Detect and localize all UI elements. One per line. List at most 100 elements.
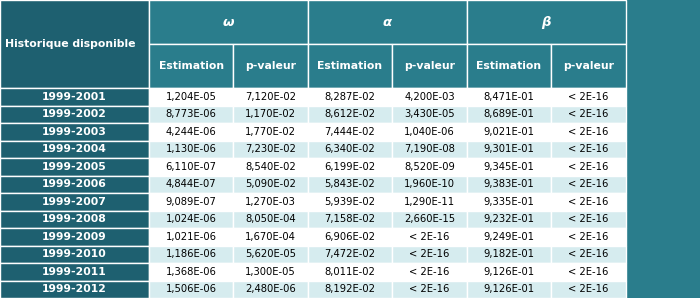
Bar bbox=[149, 88, 233, 106]
Bar bbox=[467, 228, 551, 246]
Text: 6,199E-02: 6,199E-02 bbox=[324, 162, 376, 172]
Text: 9,301E-01: 9,301E-01 bbox=[484, 145, 534, 154]
Bar bbox=[233, 88, 308, 106]
Text: 9,383E-01: 9,383E-01 bbox=[484, 179, 534, 189]
Bar bbox=[308, 228, 392, 246]
Bar bbox=[233, 211, 308, 228]
Text: 8,287E-02: 8,287E-02 bbox=[325, 92, 375, 102]
Text: < 2E-16: < 2E-16 bbox=[410, 284, 449, 294]
Bar bbox=[551, 106, 626, 123]
Bar bbox=[467, 88, 551, 106]
Bar bbox=[392, 263, 467, 280]
Bar bbox=[233, 106, 308, 123]
Bar bbox=[149, 176, 233, 193]
Text: 3,430E-05: 3,430E-05 bbox=[404, 109, 455, 119]
Bar bbox=[233, 44, 308, 88]
Text: 1,204E-05: 1,204E-05 bbox=[166, 92, 216, 102]
Bar bbox=[551, 228, 626, 246]
Bar bbox=[0, 88, 149, 106]
Bar bbox=[149, 141, 233, 158]
Text: 8,520E-09: 8,520E-09 bbox=[404, 162, 455, 172]
Bar bbox=[392, 44, 467, 88]
Text: < 2E-16: < 2E-16 bbox=[568, 267, 608, 277]
Text: 8,050E-04: 8,050E-04 bbox=[245, 214, 296, 224]
Text: 8,192E-02: 8,192E-02 bbox=[325, 284, 375, 294]
Bar bbox=[467, 123, 551, 141]
Bar bbox=[308, 0, 467, 44]
Text: Estimation: Estimation bbox=[476, 61, 542, 71]
Text: 5,620E-05: 5,620E-05 bbox=[245, 249, 296, 259]
Bar bbox=[0, 211, 149, 228]
Bar bbox=[551, 158, 626, 176]
Text: 9,182E-01: 9,182E-01 bbox=[484, 249, 534, 259]
Text: 1,506E-06: 1,506E-06 bbox=[166, 284, 216, 294]
Bar bbox=[0, 263, 149, 280]
Bar bbox=[392, 106, 467, 123]
Text: 6,906E-02: 6,906E-02 bbox=[325, 232, 375, 242]
Text: ω: ω bbox=[223, 15, 234, 29]
Text: 1999-2004: 1999-2004 bbox=[42, 145, 107, 154]
Bar bbox=[149, 263, 233, 280]
Bar bbox=[308, 141, 392, 158]
Text: 6,110E-07: 6,110E-07 bbox=[166, 162, 216, 172]
Bar bbox=[0, 106, 149, 123]
Bar bbox=[467, 246, 551, 263]
Text: 2,660E-15: 2,660E-15 bbox=[404, 214, 455, 224]
Text: 7,158E-02: 7,158E-02 bbox=[325, 214, 375, 224]
Text: < 2E-16: < 2E-16 bbox=[410, 267, 449, 277]
Bar bbox=[467, 0, 626, 44]
Bar bbox=[551, 193, 626, 211]
Bar bbox=[233, 280, 308, 298]
Text: 1,290E-11: 1,290E-11 bbox=[404, 197, 455, 207]
Bar bbox=[392, 141, 467, 158]
Text: 8,773E-06: 8,773E-06 bbox=[166, 109, 216, 119]
Text: 4,200E-03: 4,200E-03 bbox=[404, 92, 455, 102]
Bar bbox=[467, 263, 551, 280]
Text: β: β bbox=[542, 15, 551, 29]
Text: 7,120E-02: 7,120E-02 bbox=[245, 92, 296, 102]
Bar bbox=[233, 193, 308, 211]
Text: 8,689E-01: 8,689E-01 bbox=[484, 109, 534, 119]
Bar bbox=[0, 228, 149, 246]
Text: 1999-2011: 1999-2011 bbox=[42, 267, 107, 277]
Bar bbox=[0, 176, 149, 193]
Text: 1,024E-06: 1,024E-06 bbox=[166, 214, 216, 224]
Bar bbox=[467, 141, 551, 158]
Text: < 2E-16: < 2E-16 bbox=[568, 284, 608, 294]
Text: 1999-2001: 1999-2001 bbox=[42, 92, 107, 102]
Bar bbox=[551, 246, 626, 263]
Bar bbox=[233, 263, 308, 280]
Text: < 2E-16: < 2E-16 bbox=[410, 249, 449, 259]
Text: p-valeur: p-valeur bbox=[404, 61, 455, 71]
Text: 7,472E-02: 7,472E-02 bbox=[325, 249, 375, 259]
Text: 1,368E-06: 1,368E-06 bbox=[166, 267, 216, 277]
Bar bbox=[392, 176, 467, 193]
Bar bbox=[149, 106, 233, 123]
Bar bbox=[308, 246, 392, 263]
Bar bbox=[149, 44, 233, 88]
Bar bbox=[467, 158, 551, 176]
Text: 8,011E-02: 8,011E-02 bbox=[325, 267, 375, 277]
Bar bbox=[392, 123, 467, 141]
Bar bbox=[149, 228, 233, 246]
Bar bbox=[467, 211, 551, 228]
Bar bbox=[392, 193, 467, 211]
Text: 7,230E-02: 7,230E-02 bbox=[245, 145, 296, 154]
Text: p-valeur: p-valeur bbox=[563, 61, 614, 71]
Bar bbox=[308, 263, 392, 280]
Text: Historique disponible: Historique disponible bbox=[5, 39, 135, 49]
Bar bbox=[149, 158, 233, 176]
Text: 9,345E-01: 9,345E-01 bbox=[484, 162, 534, 172]
Bar bbox=[551, 211, 626, 228]
Text: < 2E-16: < 2E-16 bbox=[568, 197, 608, 207]
Text: < 2E-16: < 2E-16 bbox=[568, 162, 608, 172]
Text: 8,612E-02: 8,612E-02 bbox=[325, 109, 375, 119]
Text: 1999-2012: 1999-2012 bbox=[42, 284, 107, 294]
Text: 1,670E-04: 1,670E-04 bbox=[245, 232, 296, 242]
Text: < 2E-16: < 2E-16 bbox=[568, 179, 608, 189]
Bar bbox=[233, 123, 308, 141]
Bar bbox=[308, 88, 392, 106]
Text: Estimation: Estimation bbox=[158, 61, 224, 71]
Text: 2,480E-06: 2,480E-06 bbox=[245, 284, 296, 294]
Bar bbox=[392, 228, 467, 246]
